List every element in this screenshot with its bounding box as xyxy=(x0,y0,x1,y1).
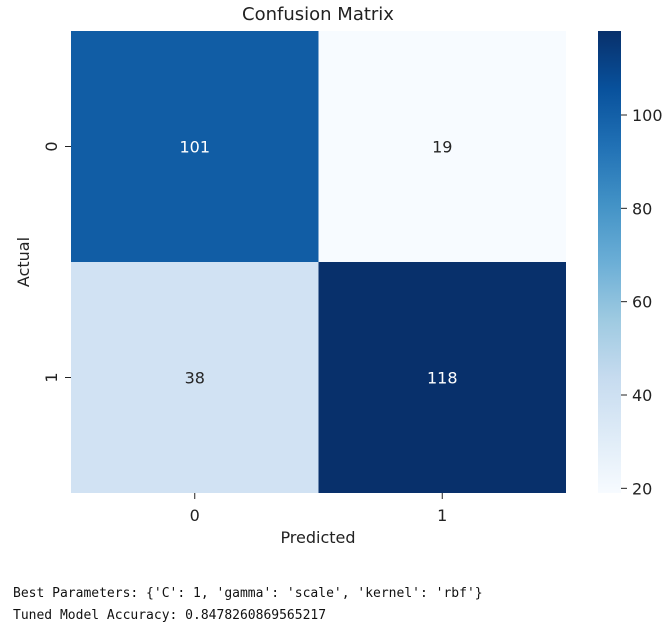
y-tick-label: 1 xyxy=(42,372,61,382)
cell-value-label: 38 xyxy=(185,369,205,388)
cell-value-label: 19 xyxy=(432,138,452,157)
colorbar-tick-label: 40 xyxy=(632,386,652,405)
x-axis-label: Predicted xyxy=(280,528,355,547)
colorbar-tick-label: 60 xyxy=(632,293,652,312)
x-tick-label: 0 xyxy=(190,506,200,525)
colorbar-tick-label: 80 xyxy=(632,199,652,218)
cell-value-label: 101 xyxy=(179,138,210,157)
chart-title: Confusion Matrix xyxy=(242,4,394,25)
heatmap-cell xyxy=(318,262,566,493)
heatmap-cell xyxy=(318,31,566,262)
heatmap-cell xyxy=(71,262,319,493)
cell-value-label: 118 xyxy=(427,369,458,388)
y-axis-label: Actual xyxy=(14,237,33,287)
x-tick-label: 1 xyxy=(437,506,447,525)
heatmap-cell xyxy=(71,31,319,262)
accuracy-text: Tuned Model Accuracy: 0.8478260869565217 xyxy=(13,608,327,623)
colorbar-tick-label: 20 xyxy=(632,479,652,498)
colorbar xyxy=(598,31,621,493)
best-parameters-text: Best Parameters: {'C': 1, 'gamma': 'scal… xyxy=(13,586,483,601)
colorbar-tick-label: 100 xyxy=(632,106,663,125)
y-tick-label: 0 xyxy=(42,141,61,151)
